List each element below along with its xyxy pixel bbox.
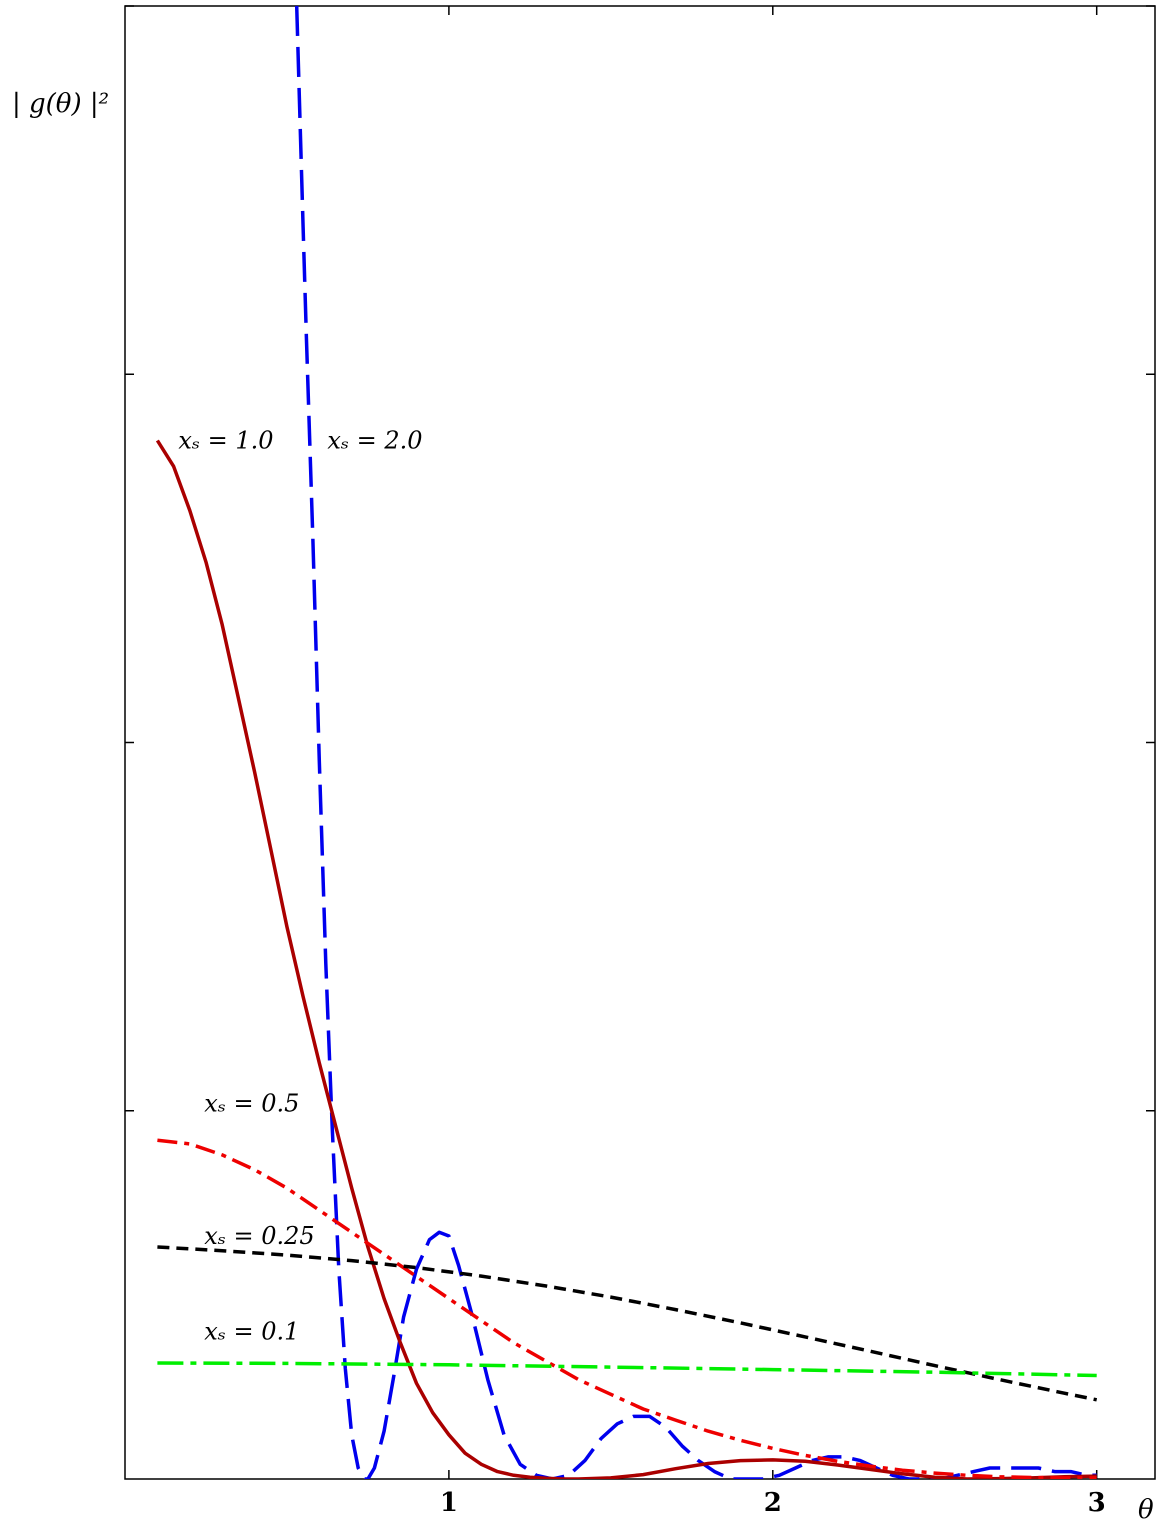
x-tick-label-2: 2 — [764, 1488, 782, 1518]
series-layer — [155, 6, 1098, 1479]
series-x-s-0-5-line — [157, 1138, 1097, 1479]
series-x-s-0-25-line — [157, 1245, 1098, 1402]
series-x-s-2-0-label: xₛ = 2.0 — [327, 427, 422, 455]
plot-frame — [124, 5, 1156, 1480]
series-x-s-1-0-line — [155, 439, 1097, 1479]
series-x-s-1-0 — [155, 439, 1097, 1479]
series-x-s-0-5-label: xₛ = 0.5 — [204, 1089, 299, 1117]
axis-ticks: 1 2 3 — [125, 5, 1155, 1518]
series-x-s-0-25-label: xₛ = 0.25 — [204, 1222, 314, 1250]
series-x-s-0-1 — [157, 1361, 1097, 1378]
series-x-s-0-1-line — [157, 1361, 1097, 1378]
y-axis-label: | g(θ) |² — [12, 89, 109, 119]
series-x-s-1-0-label: xₛ = 1.0 — [178, 427, 273, 455]
series-x-s-0-1-label: xₛ = 0.1 — [204, 1318, 299, 1346]
series-x-s-0-5 — [157, 1138, 1097, 1479]
x-tick-label-3: 3 — [1088, 1488, 1106, 1518]
x-axis-label: θ — [1138, 1495, 1154, 1525]
series-x-s-0-25 — [157, 1245, 1098, 1402]
curve-labels: xₛ = 2.0 xₛ = 1.0 xₛ = 0.5 xₛ = 0.25 xₛ = 0.… — [178, 427, 422, 1346]
series-x-s-2-0-line — [294, 6, 1097, 1479]
series-x-s-2-0 — [294, 6, 1097, 1479]
y-axis-label-text: | g(θ) |² — [12, 89, 109, 119]
x-tick-label-1: 1 — [440, 1488, 458, 1518]
